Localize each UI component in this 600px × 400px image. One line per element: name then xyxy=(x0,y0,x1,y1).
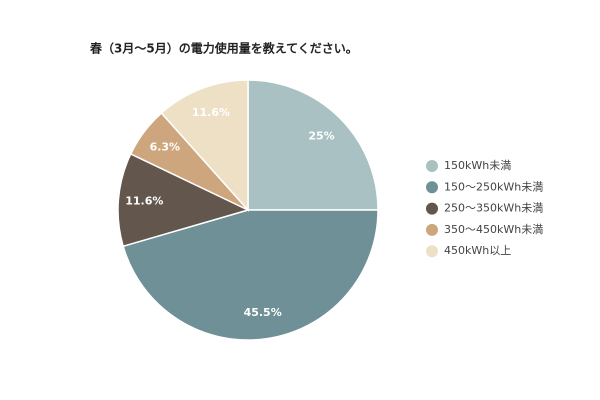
legend-label: 150～250kWh未満 xyxy=(444,180,543,193)
value-label: 45.5% xyxy=(244,306,282,319)
legend-label: 450kWh以上 xyxy=(444,244,511,257)
pie-slice xyxy=(160,79,249,212)
legend-marker xyxy=(426,223,438,236)
legend-marker xyxy=(426,181,438,194)
legend-label: 150kWh未満 xyxy=(444,159,511,172)
chart-title: 春（3月～5月）の電力使用量を教えてください。 xyxy=(89,41,358,56)
pie-slice xyxy=(247,79,379,211)
legend-marker xyxy=(426,202,438,215)
pie-slice xyxy=(122,209,379,341)
legend-label: 250～350kWh未満 xyxy=(444,202,543,215)
value-label: 11.6% xyxy=(125,195,163,208)
legend-marker xyxy=(426,160,438,172)
value-label: 11.6% xyxy=(192,106,230,119)
legend-marker xyxy=(426,245,438,258)
value-label: 25% xyxy=(308,129,334,142)
pie-slice xyxy=(117,152,251,248)
legend-label: 350～450kWh未満 xyxy=(444,223,543,236)
value-label: 6.3% xyxy=(150,141,181,154)
